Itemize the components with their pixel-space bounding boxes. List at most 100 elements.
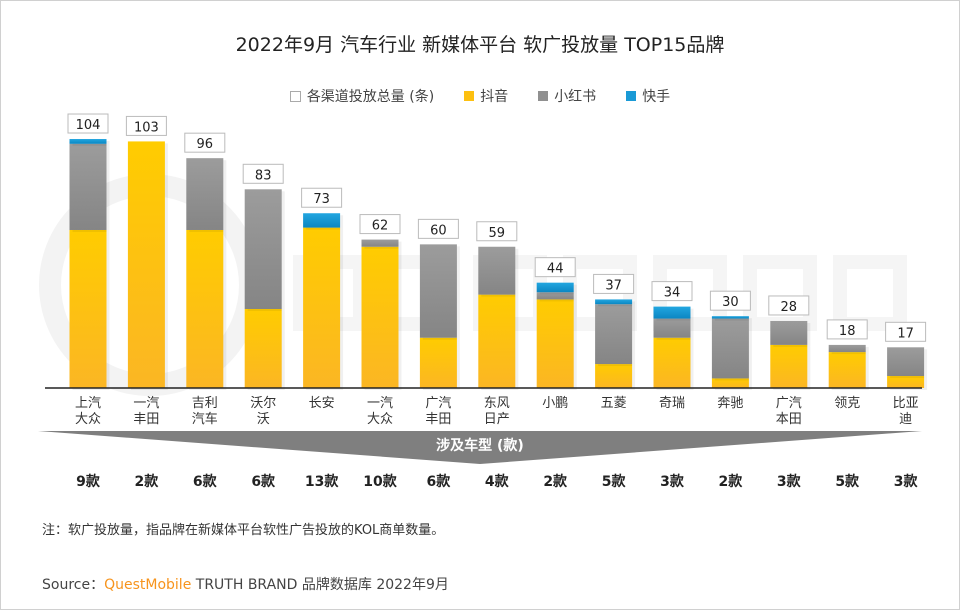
category-label: 一汽 bbox=[367, 396, 393, 411]
legend-swatch bbox=[538, 91, 549, 101]
category-label: 迪 bbox=[899, 412, 912, 427]
total-label-box bbox=[593, 273, 635, 294]
bar-segment-抖音 bbox=[303, 227, 341, 388]
model-count: 6款 bbox=[251, 473, 276, 490]
total-label-box bbox=[826, 319, 868, 340]
category-label: 日产 bbox=[484, 412, 510, 427]
total-label-box bbox=[476, 221, 518, 242]
total-label: 44 bbox=[547, 262, 564, 277]
model-count: 13款 bbox=[305, 473, 339, 490]
models-banner-label: 涉及车型 (款) bbox=[436, 437, 524, 454]
source-line: Source：QuestMobile TRUTH BRAND 品牌数据库 202… bbox=[42, 574, 449, 594]
source-prefix: Source： bbox=[42, 577, 105, 593]
bar-segment-小红书 bbox=[887, 347, 925, 377]
legend-swatch bbox=[289, 90, 301, 102]
total-label-box bbox=[184, 132, 226, 153]
category-label: 奔驰 bbox=[717, 396, 743, 411]
bar-segment-抖音 bbox=[478, 294, 516, 388]
bar-segment-小红书 bbox=[244, 189, 282, 309]
total-label-box bbox=[242, 163, 284, 184]
bar-segment-小红书 bbox=[186, 158, 224, 230]
total-label-box bbox=[709, 290, 751, 311]
bar-segment-快手 bbox=[69, 139, 107, 144]
total-label: 30 bbox=[722, 295, 739, 310]
model-count: 5款 bbox=[835, 473, 860, 490]
bar-segment-小红书 bbox=[419, 244, 457, 338]
bar-segment-小红书 bbox=[711, 318, 749, 379]
bar-segment-抖音 bbox=[127, 141, 165, 388]
total-label-box bbox=[885, 321, 927, 342]
total-label-box bbox=[359, 214, 401, 235]
model-count: 10款 bbox=[363, 473, 397, 490]
model-count: 3款 bbox=[894, 473, 919, 490]
total-label: 18 bbox=[839, 324, 856, 339]
total-label: 28 bbox=[781, 300, 798, 315]
bar-segment-抖音 bbox=[536, 299, 574, 388]
category-label: 东风 bbox=[484, 396, 510, 411]
category-label: 丰田 bbox=[133, 412, 159, 427]
model-count: 5款 bbox=[602, 473, 627, 490]
bar-segment-抖音 bbox=[361, 246, 399, 388]
bar-segment-快手 bbox=[595, 299, 633, 305]
bar-segment-快手 bbox=[303, 213, 341, 228]
category-label: 本田 bbox=[776, 412, 802, 427]
model-count: 9款 bbox=[76, 473, 101, 490]
legend-item-total: 各渠道投放总量 (条) bbox=[289, 86, 435, 106]
total-label-box bbox=[768, 295, 810, 316]
bar-segment-抖音 bbox=[419, 337, 457, 388]
source-brand: QuestMobile bbox=[104, 577, 192, 593]
legend-item-kuaishou: 快手 bbox=[626, 86, 670, 106]
legend-label: 抖音 bbox=[480, 89, 509, 105]
total-label: 96 bbox=[197, 137, 214, 152]
model-count: 6款 bbox=[427, 473, 452, 490]
total-label: 104 bbox=[76, 118, 101, 133]
bar-segment-抖音 bbox=[595, 364, 633, 388]
category-label: 沃尔 bbox=[250, 396, 276, 411]
category-label: 广汽 bbox=[776, 396, 802, 411]
category-label: 汽车 bbox=[192, 411, 218, 427]
total-label: 83 bbox=[255, 168, 272, 183]
models-banner bbox=[38, 431, 922, 464]
category-label: 大众 bbox=[367, 412, 393, 427]
model-count: 2款 bbox=[543, 473, 568, 490]
total-label-box bbox=[417, 218, 459, 239]
bar-segment-抖音 bbox=[887, 376, 925, 388]
total-label-box bbox=[651, 281, 693, 302]
category-label: 上汽 bbox=[75, 396, 101, 411]
legend-label: 各渠道投放总量 (条) bbox=[306, 89, 435, 105]
footnote: 注：软广投放量，指品牌在新媒体平台软性广告投放的KOL商单数量。 bbox=[42, 523, 445, 538]
bar-segment-抖音 bbox=[711, 378, 749, 388]
chart-title: 2022年9月 汽车行业 新媒体平台 软广投放量 TOP15品牌 bbox=[235, 34, 725, 56]
category-label: 广汽 bbox=[425, 396, 451, 411]
legend-swatch bbox=[626, 91, 637, 101]
category-label: 吉利 bbox=[192, 396, 218, 411]
total-label: 17 bbox=[897, 326, 914, 341]
total-label: 60 bbox=[430, 223, 447, 238]
bar-shadow bbox=[714, 318, 752, 321]
bar-segment-小红书 bbox=[595, 304, 633, 365]
legend-label: 小红书 bbox=[554, 89, 597, 105]
bar-segment-抖音 bbox=[186, 229, 224, 388]
bar-segment-小红书 bbox=[536, 292, 574, 300]
legend-swatch bbox=[464, 91, 475, 101]
category-label: 丰田 bbox=[425, 412, 451, 427]
category-label: 一汽 bbox=[133, 396, 159, 411]
total-label: 34 bbox=[664, 286, 681, 301]
model-count: 2款 bbox=[719, 473, 744, 490]
model-count: 2款 bbox=[135, 473, 160, 490]
total-label-box bbox=[125, 115, 167, 136]
category-label: 奇瑞 bbox=[659, 395, 685, 411]
model-count: 6款 bbox=[193, 473, 218, 490]
total-label: 59 bbox=[489, 226, 506, 241]
category-label: 沃 bbox=[257, 412, 270, 427]
bar-segment-小红书 bbox=[69, 143, 107, 230]
legend-item-douyin: 抖音 bbox=[464, 86, 508, 106]
total-label: 37 bbox=[605, 278, 622, 293]
total-label-box bbox=[301, 187, 343, 208]
bar-segment-快手 bbox=[653, 306, 691, 319]
model-count: 3款 bbox=[660, 473, 685, 490]
source-rest: TRUTH BRAND 品牌数据库 2022年9月 bbox=[191, 577, 449, 593]
category-label: 领克 bbox=[834, 396, 860, 411]
bar-segment-抖音 bbox=[69, 229, 107, 388]
